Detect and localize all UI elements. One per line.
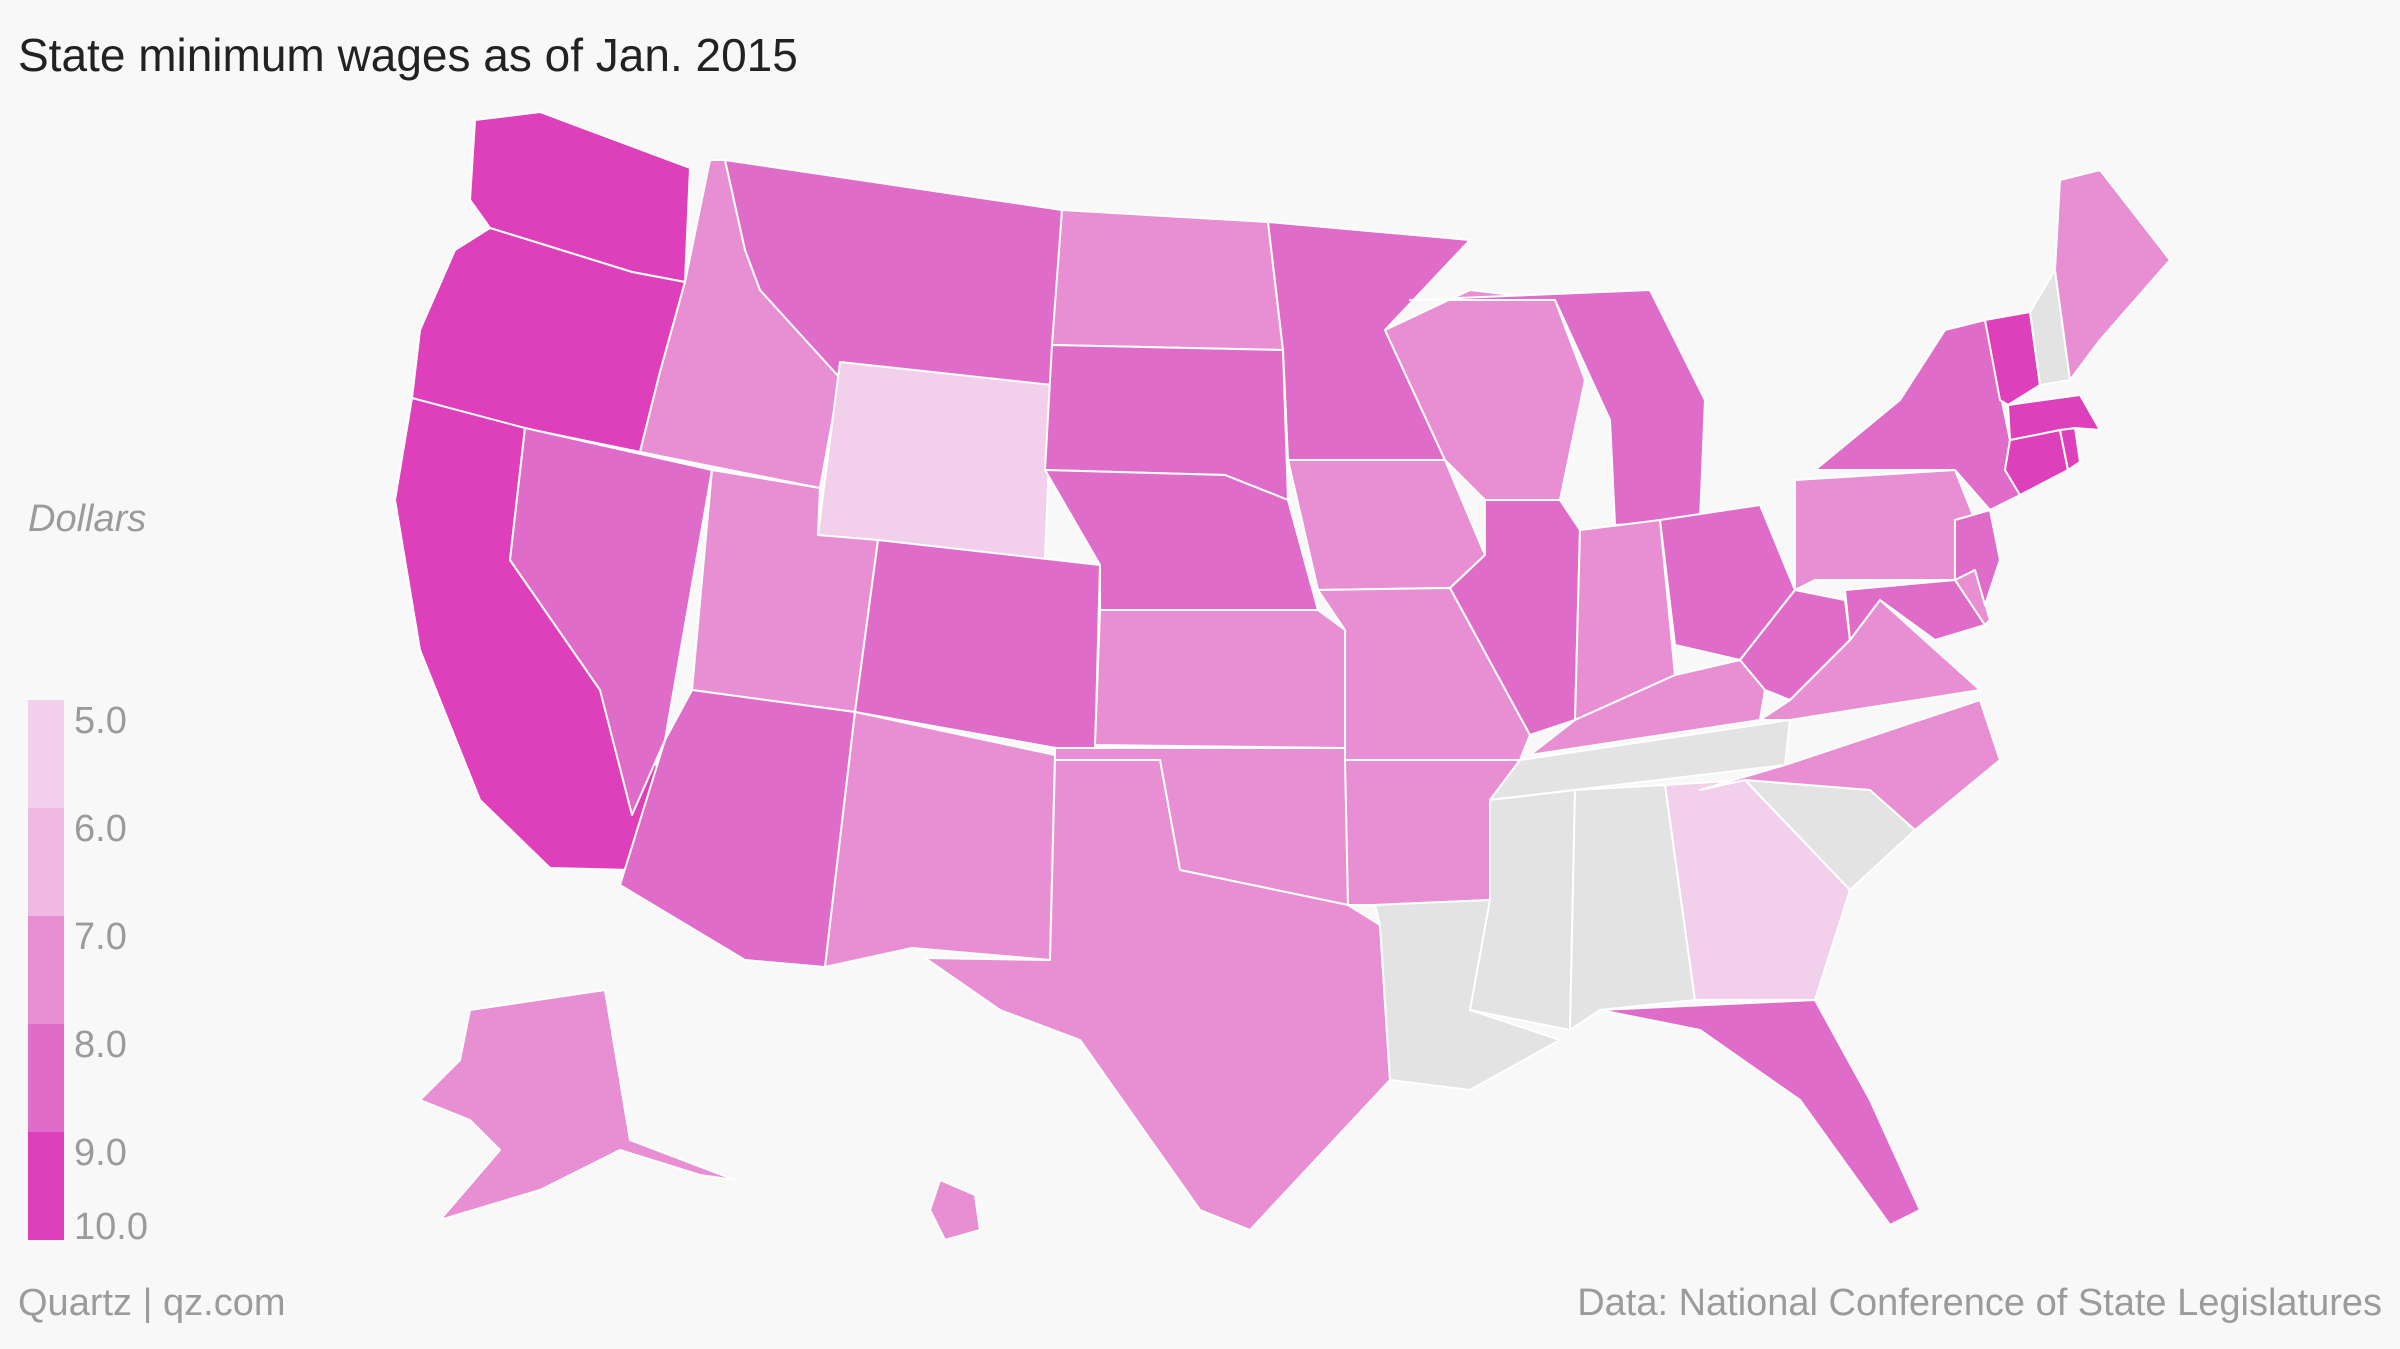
states-layer [394, 111, 2171, 1241]
legend-swatch-2 [28, 808, 64, 916]
state-FL[interactable] [1599, 999, 1921, 1226]
state-ME[interactable] [2054, 169, 2171, 381]
state-KS[interactable] [1094, 609, 1346, 749]
footer-source-right: Data: National Conference of State Legis… [1577, 1282, 2382, 1324]
state-MA[interactable] [2007, 394, 2101, 441]
state-AL[interactable] [1569, 784, 1696, 1031]
legend-swatch-5 [28, 1132, 64, 1240]
legend-tick: 6.0 [74, 808, 127, 850]
map-title: State minimum wages as of Jan. 2015 [18, 29, 798, 81]
state-AK[interactable] [419, 989, 736, 1221]
state-MS[interactable] [1469, 789, 1576, 1031]
state-ND[interactable] [1051, 209, 1284, 351]
color-legend: 5.0 6.0 7.0 8.0 9.0 10.0 [28, 700, 168, 1246]
legend-swatch-4 [28, 1024, 64, 1132]
legend-swatch-1 [28, 700, 64, 808]
state-WI[interactable] [1384, 289, 1586, 501]
state-VT[interactable] [1984, 311, 2041, 406]
state-PA[interactable] [1794, 469, 1976, 591]
unit-label: Dollars [28, 498, 147, 540]
state-TX[interactable] [924, 759, 1391, 1231]
state-NM[interactable] [824, 711, 1056, 968]
state-NC[interactable] [1699, 699, 2001, 831]
state-IL[interactable] [1449, 499, 1581, 736]
legend-swatch-3 [28, 916, 64, 1024]
legend-tick: 10.0 [74, 1206, 148, 1248]
state-WY[interactable] [817, 361, 1053, 561]
legend-tick: 5.0 [74, 700, 127, 742]
state-HI[interactable] [929, 1179, 981, 1241]
legend-tick: 9.0 [74, 1132, 127, 1174]
legend-tick: 7.0 [74, 916, 127, 958]
legend-tick: 8.0 [74, 1024, 127, 1066]
state-IA[interactable] [1287, 459, 1486, 591]
footer-source-left: Quartz | qz.com [18, 1282, 286, 1324]
